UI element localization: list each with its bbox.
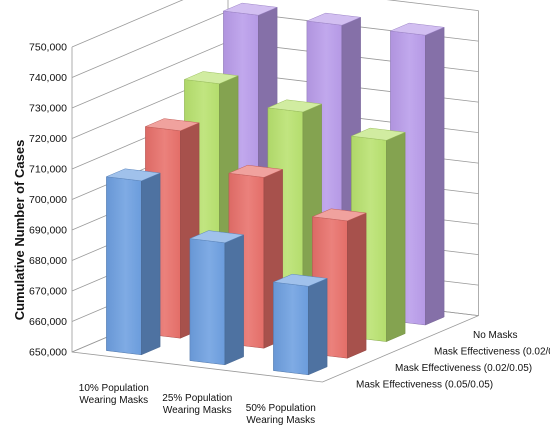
category-label: 10% Population Wearing Masks xyxy=(79,383,149,406)
y-tick-label: 730,000 xyxy=(29,103,67,115)
series-label: Mask Effectiveness (0.02/0.05) xyxy=(395,363,532,374)
category-labels: 10% Population Wearing Masks 25% Populatio… xyxy=(79,383,316,426)
y-axis-label: Cumulative Number of Cases xyxy=(12,140,27,321)
bar xyxy=(188,230,245,366)
bar-top-face xyxy=(188,230,245,244)
bar-side-face xyxy=(141,172,161,356)
bar-top-face xyxy=(105,168,162,182)
bar-top-face xyxy=(144,118,201,132)
bar xyxy=(272,273,329,376)
category-label: 50% Population Wearing Masks xyxy=(246,403,316,426)
bar-top-face xyxy=(183,71,240,84)
y-tick-label: 680,000 xyxy=(29,255,67,267)
bar-front-face xyxy=(189,238,226,366)
y-tick-label: 650,000 xyxy=(29,347,67,359)
bar-side-face xyxy=(224,234,244,366)
bar-front-face xyxy=(273,281,309,376)
y-tick-label: 660,000 xyxy=(29,316,67,328)
bar-top-face xyxy=(311,208,368,222)
bar-side-face xyxy=(425,26,445,326)
series-label: Mask Effectiveness (0.02/0.02) xyxy=(434,347,550,358)
bar-side-face xyxy=(308,278,328,376)
category-label: 25% Population Wearing Masks xyxy=(162,393,232,416)
y-tick-label: 690,000 xyxy=(29,225,67,237)
series-label: Mask Effectiveness (0.05/0.05) xyxy=(356,380,493,391)
series-label: No Masks xyxy=(473,330,517,341)
bar-side-face xyxy=(386,131,406,342)
bar xyxy=(105,168,162,356)
bar-top-face xyxy=(305,12,362,26)
bar-top-face xyxy=(389,22,446,36)
bar-top-face xyxy=(266,99,323,113)
y-tick-label: 750,000 xyxy=(29,42,67,54)
bar-top-face xyxy=(227,164,284,178)
bars xyxy=(105,2,446,376)
y-tick-label: 700,000 xyxy=(29,194,67,206)
y-tick-labels: 650,000 660,000 670,000 680,000 690,000 700,0… xyxy=(29,42,67,359)
bar-front-face xyxy=(106,176,142,356)
bar-side-face xyxy=(347,212,367,359)
axis-frame xyxy=(71,10,479,383)
y-tick-label: 670,000 xyxy=(29,286,67,298)
y-tick-label: 740,000 xyxy=(29,72,67,84)
y-tick-label: 710,000 xyxy=(29,164,67,176)
series-depth-labels: Mask Effectiveness (0.05/0.05) Mask Effec… xyxy=(356,330,550,391)
bar-top-face xyxy=(350,127,407,141)
bar xyxy=(311,208,368,359)
y-tick-label: 720,000 xyxy=(29,133,67,145)
bar-top-face xyxy=(222,2,279,16)
bar-top-face xyxy=(272,273,329,287)
gridline xyxy=(71,0,479,48)
